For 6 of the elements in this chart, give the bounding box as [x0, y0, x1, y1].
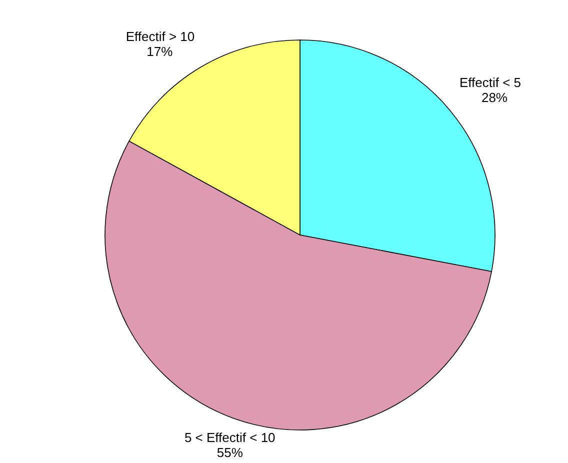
slice-label: 5 < Effectif < 10: [184, 430, 276, 445]
data-label: 55%: [216, 444, 244, 460]
slice-label: Effectif > 10: [126, 28, 195, 44]
data-label: 28%: [481, 90, 508, 106]
data-label: 17%: [146, 44, 174, 59]
slice-label: Effectif < 5: [459, 75, 522, 90]
